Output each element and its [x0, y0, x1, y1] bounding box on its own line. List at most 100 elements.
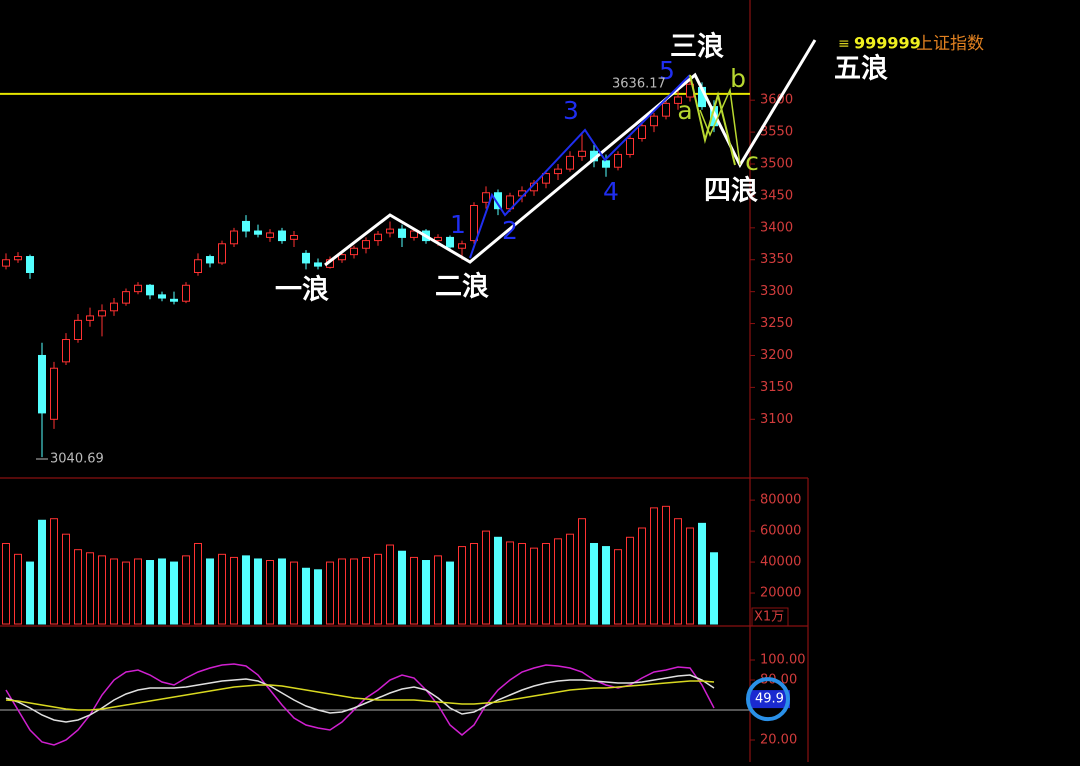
volume-bar: [422, 560, 430, 625]
volume-bar: [362, 556, 370, 625]
candle-body: [554, 168, 562, 175]
candle-body: [626, 137, 634, 155]
candle-body: [146, 284, 154, 296]
correction-label: a: [677, 96, 692, 125]
y-tick-label: 3300: [760, 284, 793, 299]
volume-bar: [374, 553, 382, 625]
candle-body: [662, 102, 670, 117]
symbol-name: 上证指数: [916, 34, 984, 54]
volume-bar: [602, 546, 610, 625]
volume-bar: [338, 558, 346, 625]
plot-layer: 3100 3150 3200 3250 3300 3350 3400 3450 3500 3550…: [0, 77, 806, 748]
candle-body: [182, 284, 190, 302]
candle-body: [350, 247, 358, 256]
candle-body: [434, 236, 442, 242]
candle-body: [674, 96, 682, 104]
menu-icon[interactable]: ≡: [838, 36, 850, 52]
candle-body: [50, 367, 58, 420]
volume-bar: [410, 556, 418, 625]
volume-bar: [542, 542, 550, 625]
volume-bar: [398, 550, 406, 625]
volume-bar: [674, 518, 682, 625]
candle-body: [218, 243, 226, 264]
candle-body: [638, 125, 646, 139]
current-value: 49.9: [755, 692, 784, 707]
candle-body: [362, 240, 370, 249]
candle-body: [290, 234, 298, 240]
wave-label: 二浪: [435, 271, 489, 303]
volume-bar: [386, 544, 394, 625]
y-tick-label: 3350: [760, 252, 793, 267]
y-tick-label: 3450: [760, 188, 793, 203]
candle-body: [170, 298, 178, 302]
candle-body: [494, 192, 502, 210]
volume-bar: [506, 541, 514, 625]
candle-body: [266, 232, 274, 238]
highlight-circle: [746, 677, 790, 722]
volume-bar: [578, 518, 586, 625]
volume-bar: [566, 533, 574, 625]
volume-bar: [146, 560, 154, 625]
volume-bar: [698, 522, 706, 625]
volume-bar: [662, 505, 670, 625]
sub-wave-label: 2: [502, 216, 518, 245]
volume-bar: [254, 558, 262, 625]
candle-body: [398, 228, 406, 238]
y-tick-label: 20000: [760, 586, 801, 601]
volume-bar: [350, 558, 358, 625]
candle-body: [26, 256, 34, 274]
volume-bar: [134, 558, 142, 625]
wave-drawing: [324, 39, 817, 267]
candle-body: [98, 310, 106, 317]
indicator-line: [5, 663, 715, 746]
volume-bar: [110, 558, 118, 625]
volume-bar: [194, 542, 202, 625]
volume-bar: [278, 558, 286, 625]
candle-body: [74, 319, 82, 341]
correction-label: c: [745, 147, 759, 176]
panel-frame: [0, 0, 809, 762]
candle-body: [314, 262, 322, 267]
candle-body: [566, 155, 574, 170]
volume-bar: [206, 558, 214, 625]
candle-body: [38, 354, 46, 414]
volume-bar: [554, 538, 562, 625]
volume-bar: [650, 507, 658, 625]
candle-body: [614, 153, 622, 168]
volume-bar: [158, 558, 166, 625]
candle-body: [410, 230, 418, 238]
volume-bar: [230, 556, 238, 625]
candle-body: [14, 256, 22, 261]
unit-label: X1万: [754, 610, 784, 625]
volume-bar: [590, 542, 598, 625]
volume-bar: [182, 555, 190, 625]
wave-label: 一浪: [275, 274, 329, 306]
volume-bar: [62, 533, 70, 625]
candle-body: [374, 233, 382, 242]
y-tick-label: 60000: [760, 524, 801, 539]
indicator-line: [5, 680, 715, 711]
y-tick-label: 3400: [760, 220, 793, 235]
volume-bar: [74, 549, 82, 625]
sub-wave-label: 3: [563, 96, 579, 125]
candle-body: [254, 230, 262, 235]
volume-bar: [98, 555, 106, 625]
volume-bar: [326, 561, 334, 625]
volume-bar: [302, 567, 310, 625]
volume-bar: [50, 518, 58, 625]
volume-bar: [518, 542, 526, 625]
volume-bar: [266, 560, 274, 625]
candle-body: [110, 302, 118, 312]
volume-bar: [614, 549, 622, 625]
candle-body: [386, 228, 394, 234]
volume-bar: [14, 553, 22, 625]
volume-bar: [38, 519, 46, 625]
volume-bar: [290, 561, 298, 625]
candle-body: [470, 204, 478, 242]
candle-body: [338, 254, 346, 261]
candle-body: [86, 315, 94, 321]
wave-label: 四浪: [704, 175, 758, 207]
candle-body: [158, 294, 166, 299]
